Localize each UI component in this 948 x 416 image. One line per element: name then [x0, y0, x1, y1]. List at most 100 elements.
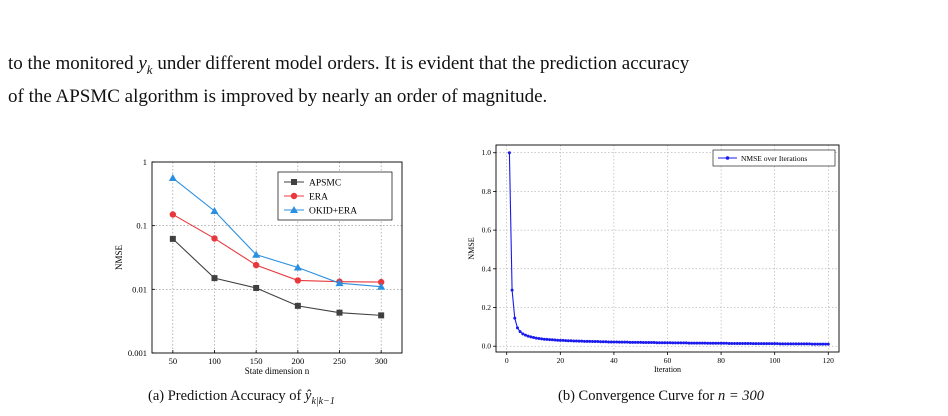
legend: NMSE over Iterations: [712, 149, 836, 167]
data-point: [724, 341, 728, 345]
data-point: [529, 335, 533, 339]
y-tick-label: 0.01: [132, 284, 147, 294]
y-tick-label: 1.0: [482, 148, 492, 157]
data-point: [684, 341, 688, 345]
data-point: [252, 261, 260, 269]
series-line: [172, 213, 382, 283]
data-point: [706, 341, 710, 345]
data-point: [510, 288, 514, 292]
data-point: [523, 333, 527, 337]
x-tick-label: 200: [291, 356, 304, 366]
data-point: [633, 340, 637, 344]
data-point: [553, 338, 557, 342]
y-tick-label: 1: [143, 157, 147, 167]
data-point: [813, 342, 817, 346]
data-point: [695, 341, 699, 345]
y-tick-label: 0.0: [482, 342, 492, 351]
x-tick-label: 40: [610, 356, 618, 365]
paragraph-line-1: to the monitored yk under different mode…: [8, 50, 943, 83]
data-point: [754, 342, 758, 346]
plot-frame: [151, 161, 403, 354]
y-tick-label: 0.2: [482, 303, 492, 312]
data-point: [741, 341, 745, 345]
data-point: [526, 334, 530, 338]
data-point: [808, 342, 812, 346]
data-point: [540, 337, 544, 341]
data-point: [799, 342, 803, 346]
data-point: [700, 341, 704, 345]
data-point: [335, 279, 344, 287]
data-point: [572, 339, 576, 343]
data-point: [515, 326, 519, 330]
data-point: [599, 340, 603, 344]
legend-marker: [725, 156, 730, 160]
data-point: [537, 336, 541, 340]
data-point: [548, 338, 552, 342]
body-paragraph: to the monitored yk under different mode…: [8, 50, 943, 110]
data-point: [794, 342, 798, 346]
paragraph-text: under different model orders. It is evid…: [152, 53, 690, 74]
data-point: [607, 340, 611, 344]
data-point: [765, 342, 769, 346]
data-point: [775, 342, 779, 346]
caption-b-math: n = 300: [717, 388, 765, 404]
data-point: [556, 338, 560, 342]
chart-b-convergence-curve: 0 20 40 60 80 100 120 0.0 0.2 0.4 0.6 0.8 1.0 Iterati…: [467, 144, 840, 374]
data-point: [377, 282, 386, 290]
data-point: [636, 340, 640, 344]
series-apsmc: [169, 235, 385, 319]
data-point: [767, 342, 771, 346]
data-point: [660, 341, 664, 345]
data-point: [759, 342, 763, 346]
data-point: [550, 338, 554, 342]
data-point: [668, 341, 672, 345]
data-point: [585, 339, 589, 343]
math-variable: y: [138, 53, 147, 74]
data-point: [778, 342, 782, 346]
data-point: [743, 341, 747, 345]
data-point: [716, 341, 720, 345]
data-point: [757, 342, 761, 346]
series-line: [172, 238, 382, 316]
data-point: [722, 341, 726, 345]
data-point: [687, 341, 691, 345]
x-tick-label: 120: [823, 356, 835, 365]
legend-label: APSMC: [309, 179, 341, 189]
data-point: [730, 341, 734, 345]
chart-a-prediction-accuracy: 50 100 150 200 250 300 0.001 0.01 0.1 1 State dime…: [114, 157, 403, 376]
data-point: [652, 341, 656, 345]
data-point: [169, 235, 176, 242]
data-point: [708, 341, 712, 345]
caption-a-subscript: k|k−1: [311, 395, 335, 407]
data-point: [378, 312, 385, 319]
data-point: [293, 263, 302, 271]
data-point: [781, 342, 785, 346]
x-tick-label: 250: [333, 356, 346, 366]
x-axis-label: Iteration: [654, 365, 681, 374]
data-point: [628, 340, 632, 344]
series-okid-era: [168, 174, 386, 290]
data-point: [542, 337, 546, 341]
data-point: [735, 341, 739, 345]
data-point: [564, 339, 568, 343]
data-point: [719, 341, 723, 345]
data-point: [291, 179, 297, 185]
data-point: [690, 341, 694, 345]
data-point: [783, 342, 787, 346]
data-point: [786, 342, 790, 346]
data-point: [649, 341, 653, 345]
data-point: [582, 339, 586, 343]
data-point: [612, 340, 616, 344]
data-point: [810, 342, 814, 346]
data-point: [532, 335, 536, 339]
data-point: [762, 342, 766, 346]
data-point: [770, 342, 774, 346]
data-point: [773, 342, 777, 346]
caption-a: (a) Prediction Accuracy of ŷk|k−1: [148, 388, 335, 408]
data-point: [791, 342, 795, 346]
data-point: [336, 309, 343, 316]
series-era: [169, 211, 385, 286]
x-tick-label: 300: [375, 356, 388, 366]
data-point: [751, 342, 755, 346]
x-tick-label: 150: [250, 356, 263, 366]
